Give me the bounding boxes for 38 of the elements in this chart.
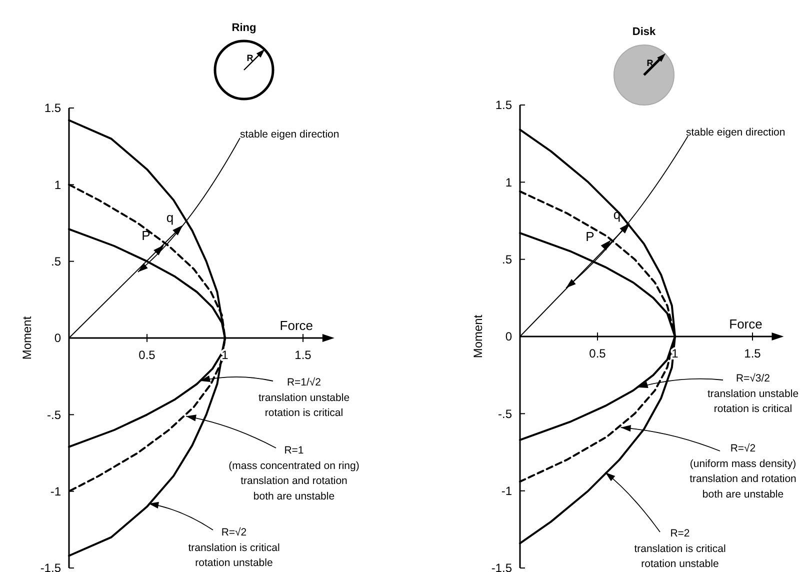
x-tick-label: 1.5 xyxy=(294,348,312,362)
annotation: R=2 translation is critical rotation unstable xyxy=(634,528,726,570)
y-tick-label: 1 xyxy=(54,178,62,192)
x-axis-title: Force xyxy=(729,316,762,332)
y-tick-label: -1 xyxy=(501,484,512,498)
x-tick-label: 0.5 xyxy=(589,346,606,360)
y-tick-label: 1.5 xyxy=(495,98,512,112)
x-tick-label: 1.5 xyxy=(744,346,762,360)
annotation: stable eigen direction xyxy=(240,128,340,141)
y-tick-label: -.5 xyxy=(498,406,512,421)
annotation: P xyxy=(142,228,150,243)
y-tick-label: 1 xyxy=(505,175,512,190)
y-tick-label: -1 xyxy=(50,484,62,499)
chart-title: Ring xyxy=(232,22,256,34)
x-tick-label: 1 xyxy=(222,348,229,362)
chart-title: Disk xyxy=(632,26,656,38)
y-tick-label: .5 xyxy=(502,252,512,267)
annotation: R=1 (mass concentrated on ring) translation and rotation both are unstable xyxy=(228,444,360,502)
annotation: q xyxy=(166,210,174,225)
annotation: P xyxy=(586,229,594,244)
text: R xyxy=(246,53,254,63)
annotation: R=√2 translation is critical rotation unstable xyxy=(188,526,280,570)
y-tick-label: -1.5 xyxy=(491,561,512,572)
y-axis-title: Moment xyxy=(471,314,485,358)
y-tick-label: .5 xyxy=(50,254,62,269)
x-tick-label: 0.5 xyxy=(138,348,156,362)
y-tick-label: -.5 xyxy=(46,408,62,422)
annotation: R=√3/2 translation unstable rotation is critical xyxy=(707,372,799,416)
annotation: R=√2 (uniform mass density) translation and rotation both are unstable xyxy=(690,442,797,500)
y-axis-title: Moment xyxy=(20,316,34,360)
x-axis-title: Force xyxy=(280,318,314,333)
y-tick-label: 1.5 xyxy=(44,101,62,116)
annotation: stable eigen direction xyxy=(686,126,786,139)
text: R xyxy=(646,58,654,68)
y-tick-label: 0 xyxy=(54,331,62,346)
annotation: R=1/√2 translation unstable rotation is critical xyxy=(258,376,350,420)
y-tick-label: -1.5 xyxy=(40,561,62,572)
y-tick-label: 0 xyxy=(505,330,512,344)
